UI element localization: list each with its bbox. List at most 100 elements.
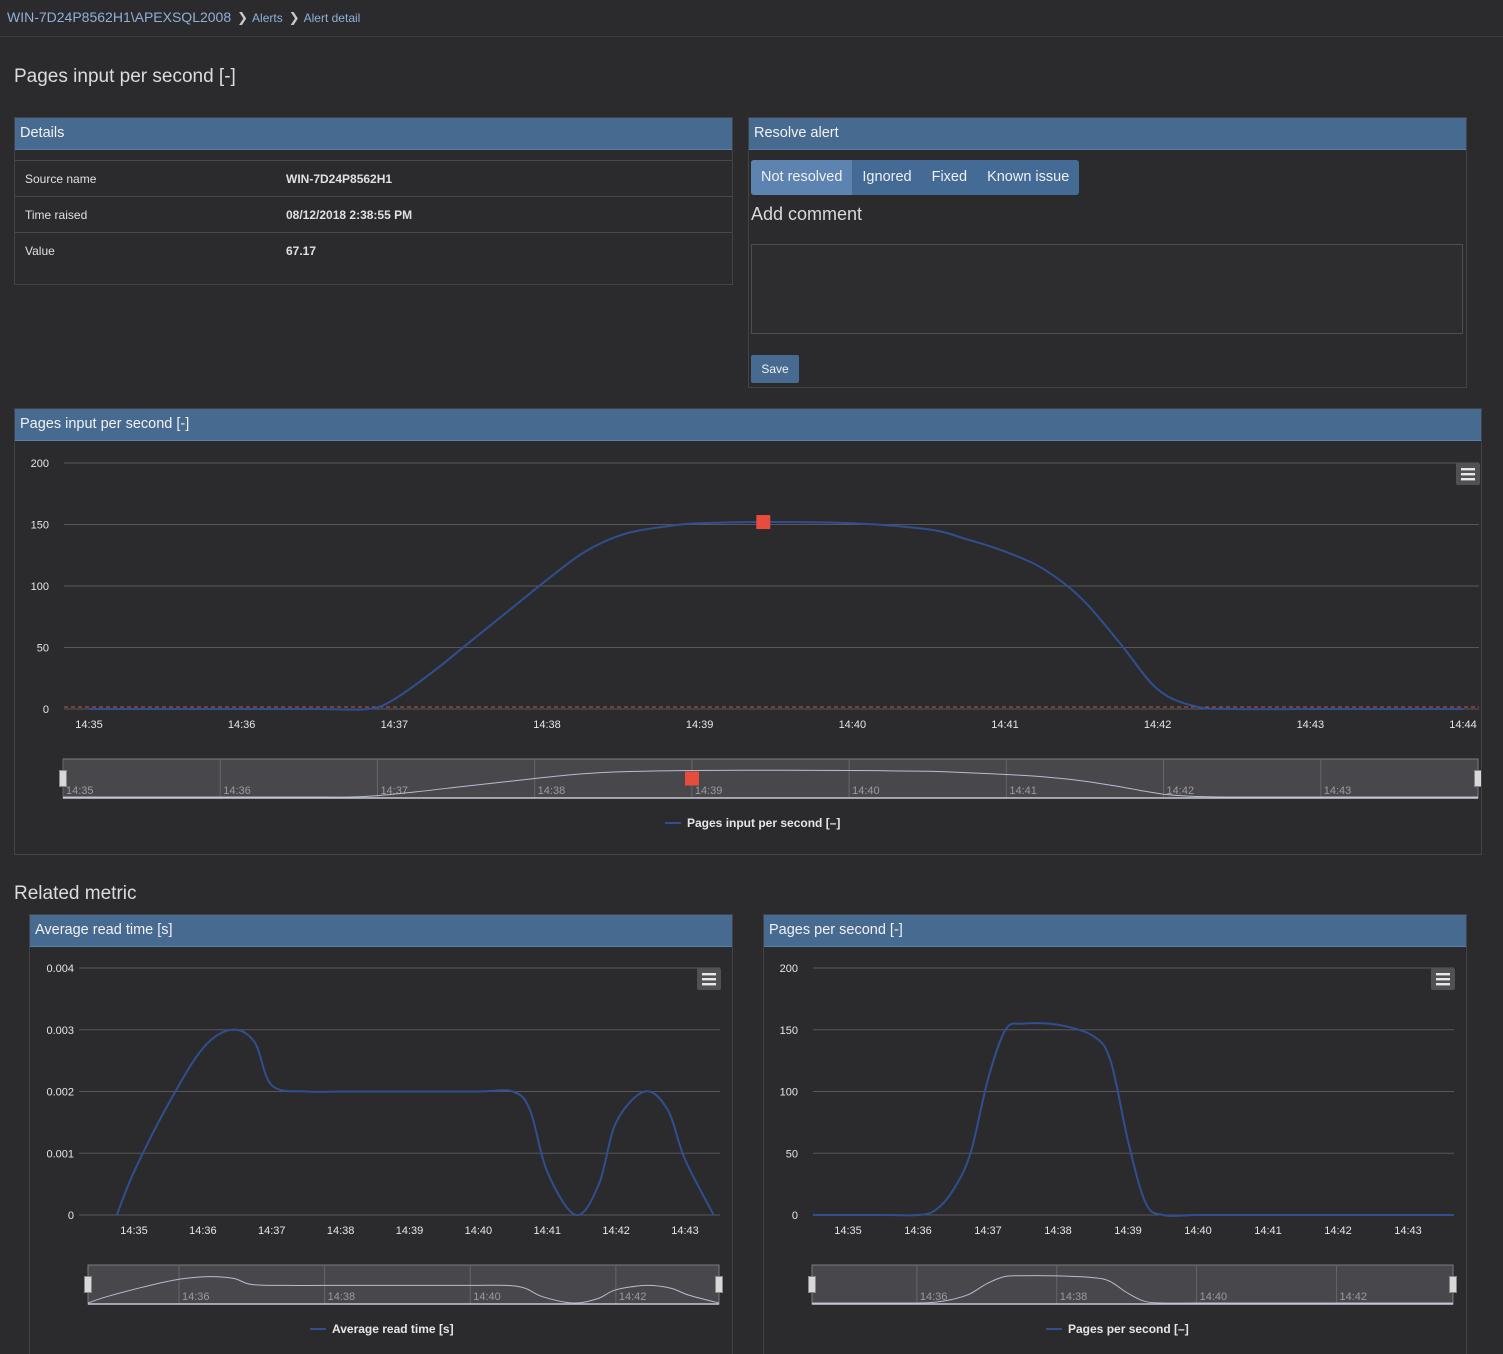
navigator-tick-label: 14:37 — [380, 785, 408, 797]
pages-per-second-chart: 0 50 100 150 200 14:35 14:36 14:37 14:38 14:39 14:… — [780, 963, 1457, 1336]
status-not-resolved-button[interactable]: Not resolved — [751, 160, 853, 195]
status-ignored-button[interactable]: Ignored — [862, 169, 912, 185]
navigator-tick-label: 14:41 — [1009, 785, 1037, 797]
drag-handle-icon[interactable] — [84, 1276, 92, 1293]
navigator-tick-label: 14:40 — [473, 1291, 501, 1303]
x-tick-label: 14:38 — [1044, 1225, 1072, 1237]
menu-bar — [702, 973, 716, 976]
menu-bar — [702, 983, 716, 986]
navigator-tick-label: 14:39 — [695, 785, 723, 797]
details-panel-header: Details — [15, 118, 732, 150]
status-known-issue-button[interactable]: Known issue — [987, 169, 1070, 185]
table-row: Value 67.17 — [15, 232, 732, 268]
breadcrumb: WIN-7D24P8562H1\APEXSQL2008 ❯ Alerts ❯ Alert… — [0, 0, 1503, 37]
x-tick-label: 14:36 — [228, 719, 256, 731]
drag-handle-icon[interactable] — [808, 1276, 816, 1293]
legend-item[interactable]: Pages input per second [–] — [665, 816, 840, 830]
drag-handle-icon[interactable] — [1474, 770, 1482, 787]
y-tick-label: 50 — [37, 643, 49, 655]
status-fixed-button[interactable]: Fixed — [931, 169, 968, 185]
x-tick-label: 14:43 — [1394, 1225, 1422, 1237]
drag-handle-icon[interactable] — [1449, 1276, 1457, 1293]
read-time-header: Average read time [s] — [30, 915, 732, 947]
y-tick-label: 100 — [780, 1087, 798, 1099]
pages-per-second-panel: Pages per second [-] 0 50 100 150 200 14:35 14… — [763, 914, 1467, 1354]
y-tick-label: 0 — [43, 704, 49, 716]
navigator-tick-label: 14:38 — [1060, 1291, 1088, 1303]
x-tick-label: 14:39 — [1114, 1225, 1142, 1237]
x-tick-label: 14:43 — [671, 1225, 699, 1237]
navigator-tick-label: 14:35 — [66, 785, 94, 797]
x-tick-label: 14:42 — [1324, 1225, 1352, 1237]
x-tick-label: 14:39 — [396, 1225, 424, 1237]
x-tick-label: 14:42 — [602, 1225, 630, 1237]
drag-handle-icon[interactable] — [59, 770, 67, 787]
x-tick-label: 14:38 — [533, 719, 561, 731]
main-chart-panel: Pages input per second [-] 0 50 100 150 200 1… — [14, 408, 1482, 855]
red-square-marker-icon — [756, 515, 771, 530]
x-tick-label: 14:41 — [991, 719, 1019, 731]
related-metric-title: Related metric — [14, 883, 137, 904]
navigator-tick-label: 14:36 — [920, 1291, 948, 1303]
x-tick-label: 14:35 — [834, 1225, 862, 1237]
details-panel: Details Source name WIN-7D24P8562H1 Time… — [14, 117, 733, 285]
detail-value: WIN-7D24P8562H1 — [286, 160, 732, 197]
menu-bar — [702, 978, 716, 981]
detail-label: Source name — [15, 160, 286, 197]
read-time-panel: Average read time [s] 0 0.001 0.002 0.003 0.… — [29, 914, 733, 1354]
y-tick-label: 100 — [31, 581, 49, 593]
x-tick-label: 14:40 — [839, 719, 867, 731]
navigator-tick-label: 14:43 — [1324, 785, 1352, 797]
page-title: Pages input per second [-] — [14, 66, 236, 87]
legend-label: Pages input per second [–] — [687, 816, 840, 830]
x-tick-label: 14:44 — [1449, 719, 1477, 731]
legend-item[interactable]: Pages per second [–] — [1046, 1322, 1189, 1336]
navigator-tick-label: 14:36 — [182, 1291, 210, 1303]
navigator-tick-label: 14:42 — [1167, 785, 1195, 797]
series-line — [89, 520, 1463, 711]
x-tick-label: 14:40 — [465, 1225, 493, 1237]
y-tick-label: 0.004 — [46, 963, 74, 975]
legend-item[interactable]: Average read time [s] — [310, 1322, 454, 1336]
x-tick-label: 14:37 — [258, 1225, 286, 1237]
main-chart: 0 50 100 150 200 14:35 14:36 14:37 14:38 14:39 14:… — [31, 458, 1482, 830]
table-row: Time raised 08/12/2018 2:38:55 PM — [15, 196, 732, 233]
legend-label: Average read time [s] — [332, 1322, 454, 1336]
y-tick-label: 150 — [780, 1025, 798, 1037]
x-tick-label: 14:39 — [686, 719, 714, 731]
drag-handle-icon[interactable] — [715, 1276, 723, 1293]
menu-bar — [1461, 473, 1475, 476]
x-tick-label: 14:36 — [189, 1225, 217, 1237]
detail-value: 08/12/2018 2:38:55 PM — [286, 196, 732, 233]
breadcrumb-alerts-link[interactable]: Alerts — [252, 11, 283, 25]
chevron-right-icon: ❯ — [288, 10, 300, 25]
save-button[interactable]: Save — [751, 355, 799, 383]
legend-label: Pages per second [–] — [1068, 1322, 1189, 1336]
navigator-tick-label: 14:42 — [619, 1291, 647, 1303]
menu-bar — [1436, 973, 1450, 976]
y-tick-label: 0.002 — [46, 1087, 74, 1099]
resolve-status-group: Not resolved Ignored Fixed Known issue — [751, 160, 1080, 195]
resolve-alert-panel: Resolve alert Not resolved Ignored Fixed… — [748, 117, 1467, 388]
y-tick-label: 0.001 — [46, 1148, 74, 1160]
table-row: Source name WIN-7D24P8562H1 — [15, 160, 732, 197]
chevron-right-icon: ❯ — [237, 10, 249, 25]
y-tick-label: 50 — [786, 1148, 798, 1160]
read-time-chart: 0 0.001 0.002 0.003 0.004 14:35 14:36 14:37 14:3… — [46, 963, 723, 1336]
hamburger-menu-icon[interactable] — [697, 968, 721, 990]
hamburger-menu-icon[interactable] — [1431, 968, 1455, 990]
red-square-marker-icon — [685, 771, 699, 786]
comment-textarea[interactable] — [751, 244, 1463, 334]
x-tick-label: 14:35 — [120, 1225, 148, 1237]
x-tick-label: 14:36 — [904, 1225, 932, 1237]
menu-bar — [1461, 468, 1475, 471]
resolve-alert-header: Resolve alert — [749, 118, 1466, 150]
navigator-tick-label: 14:40 — [852, 785, 880, 797]
breadcrumb-server-link[interactable]: WIN-7D24P8562H1\APEXSQL2008 — [7, 9, 232, 25]
pages-per-second-header: Pages per second [-] — [764, 915, 1466, 947]
series-line — [115, 1028, 715, 1217]
hamburger-menu-icon[interactable] — [1456, 463, 1480, 485]
navigator-series-line — [87, 1276, 720, 1304]
detail-label: Time raised — [15, 196, 286, 233]
x-tick-label: 14:42 — [1144, 719, 1172, 731]
